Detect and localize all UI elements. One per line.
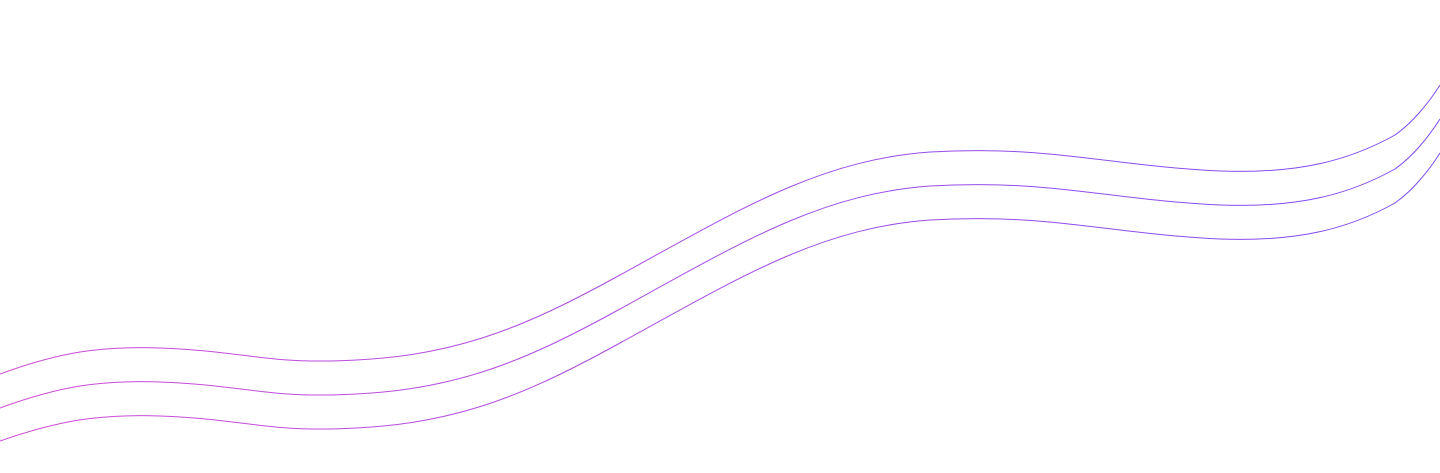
- wave-line-middle: [0, 118, 1440, 409]
- wave-line-top: [0, 84, 1440, 375]
- wave-line-bottom: [0, 152, 1440, 442]
